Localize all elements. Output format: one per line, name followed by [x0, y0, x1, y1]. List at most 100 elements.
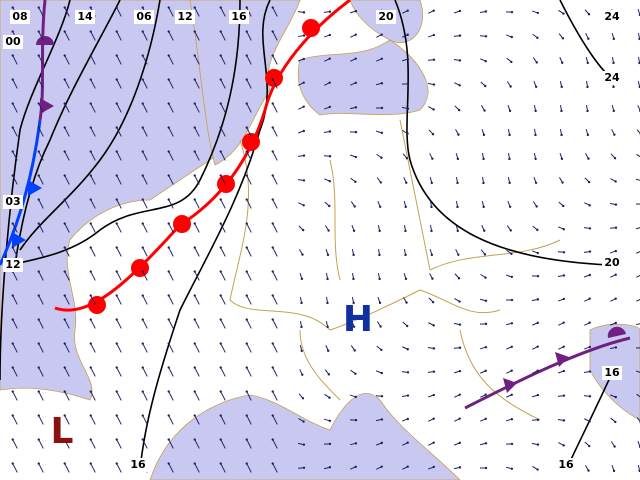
- occluded-symbols: [36, 36, 54, 114]
- border: [229, 139, 501, 331]
- isobar-label: 24: [602, 71, 622, 85]
- wind-arrow-head: [406, 441, 409, 444]
- wind-arrow-head: [63, 438, 66, 441]
- wind-arrow: [90, 175, 96, 185]
- wind-arrow: [272, 271, 278, 281]
- wind-arrow: [116, 31, 122, 41]
- svg-text:16: 16: [231, 10, 247, 23]
- wind-arrow-head: [63, 246, 66, 249]
- wind-arrow-head: [353, 205, 356, 208]
- wind-arrow: [220, 7, 226, 17]
- wind-arrow-head: [380, 371, 383, 375]
- wind-arrow: [272, 7, 278, 17]
- wind-arrow: [168, 439, 174, 449]
- wind-arrow-head: [141, 126, 144, 129]
- wind-arrow-head: [536, 393, 540, 397]
- wind-arrow-head: [404, 205, 407, 209]
- wind-arrow-head: [380, 418, 384, 421]
- isobar-label: 12: [3, 258, 23, 272]
- wind-arrow-head: [11, 54, 14, 57]
- isobar: [19, 0, 161, 251]
- wind-arrow: [38, 391, 44, 401]
- wind-arrow-head: [328, 396, 331, 399]
- isobar: [394, 0, 611, 266]
- wind-arrow-head: [560, 85, 563, 89]
- wind-arrow-head: [89, 270, 92, 273]
- wind-arrow-head: [193, 174, 196, 177]
- wind-arrow: [116, 463, 122, 473]
- wind-arrow-head: [11, 222, 14, 225]
- isobar-label: 16: [128, 458, 148, 472]
- wind-arrow-head: [510, 275, 514, 279]
- wind-arrow-head: [115, 78, 118, 81]
- wind-arrow: [168, 103, 174, 113]
- wind-arrow-head: [245, 366, 248, 369]
- wind-arrow-head: [562, 251, 566, 254]
- wind-arrow: [38, 439, 44, 449]
- isobar-label: 12: [175, 10, 195, 24]
- wind-arrow: [220, 79, 226, 89]
- wind-arrow-head: [245, 150, 248, 153]
- wind-arrow: [64, 223, 70, 233]
- wind-arrow: [116, 55, 122, 65]
- wind-arrow-head: [193, 270, 196, 273]
- wind-arrow-head: [63, 78, 66, 81]
- wind-arrow: [142, 127, 148, 137]
- isobar-label: 20: [602, 256, 622, 270]
- wind-arrow-head: [380, 465, 383, 468]
- wind-arrow-head: [245, 438, 248, 441]
- wind-arrow-head: [63, 318, 66, 321]
- wind-arrow-head: [37, 438, 40, 441]
- wind-arrow: [220, 151, 226, 161]
- wind-arrow: [12, 319, 18, 329]
- wind-arrow-head: [302, 204, 305, 207]
- wind-arrow-head: [456, 229, 459, 233]
- wind-arrow-head: [431, 300, 435, 304]
- wind-arrow: [142, 175, 148, 185]
- wind-arrow-head: [326, 277, 329, 281]
- wind-arrow-head: [510, 10, 514, 14]
- wind-arrow-head: [89, 102, 92, 105]
- wind-arrow: [38, 463, 44, 473]
- wind-arrow-head: [484, 322, 488, 326]
- wind-arrow-head: [219, 342, 222, 345]
- wind-arrow: [168, 199, 174, 209]
- wind-arrow-head: [167, 198, 170, 201]
- wind-arrow: [64, 319, 70, 329]
- wind-arrow-head: [326, 253, 330, 257]
- wind-arrow: [168, 151, 174, 161]
- wind-arrow-head: [588, 273, 592, 277]
- wind-arrow-head: [536, 443, 540, 446]
- wind-arrow: [168, 79, 174, 89]
- wind-arrow-head: [561, 61, 564, 64]
- wind-arrow-head: [562, 419, 566, 422]
- wind-arrow: [64, 463, 70, 473]
- wind-arrow-head: [327, 229, 330, 232]
- wind-arrow-head: [326, 349, 330, 352]
- wind-arrow-head: [327, 373, 331, 376]
- wind-arrow-head: [613, 133, 616, 136]
- wind-arrow-head: [300, 301, 303, 305]
- wind-arrow-head: [219, 246, 222, 249]
- isobar: [9, 0, 241, 266]
- wind-arrow-head: [271, 390, 274, 393]
- wind-arrow: [194, 271, 200, 281]
- wind-arrow-head: [326, 301, 329, 305]
- wind-arrow-head: [302, 105, 305, 108]
- wind-arrow-head: [457, 253, 460, 256]
- isobar-label: 00: [3, 35, 23, 49]
- svg-text:00: 00: [5, 35, 21, 48]
- wind-arrow-head: [484, 369, 487, 372]
- wind-arrow-head: [432, 370, 436, 373]
- wind-arrow-head: [457, 108, 461, 112]
- wind-arrow-head: [406, 371, 410, 374]
- border: [299, 119, 431, 401]
- wind-arrow-head: [510, 60, 513, 64]
- wind-arrow-head: [562, 204, 565, 208]
- wind-arrow-head: [378, 277, 381, 281]
- wind-arrow: [38, 175, 44, 185]
- wind-arrow-head: [586, 61, 589, 65]
- wind-arrow-head: [406, 417, 410, 421]
- isobar-label: 06: [134, 10, 154, 24]
- wind-arrow-head: [141, 30, 144, 33]
